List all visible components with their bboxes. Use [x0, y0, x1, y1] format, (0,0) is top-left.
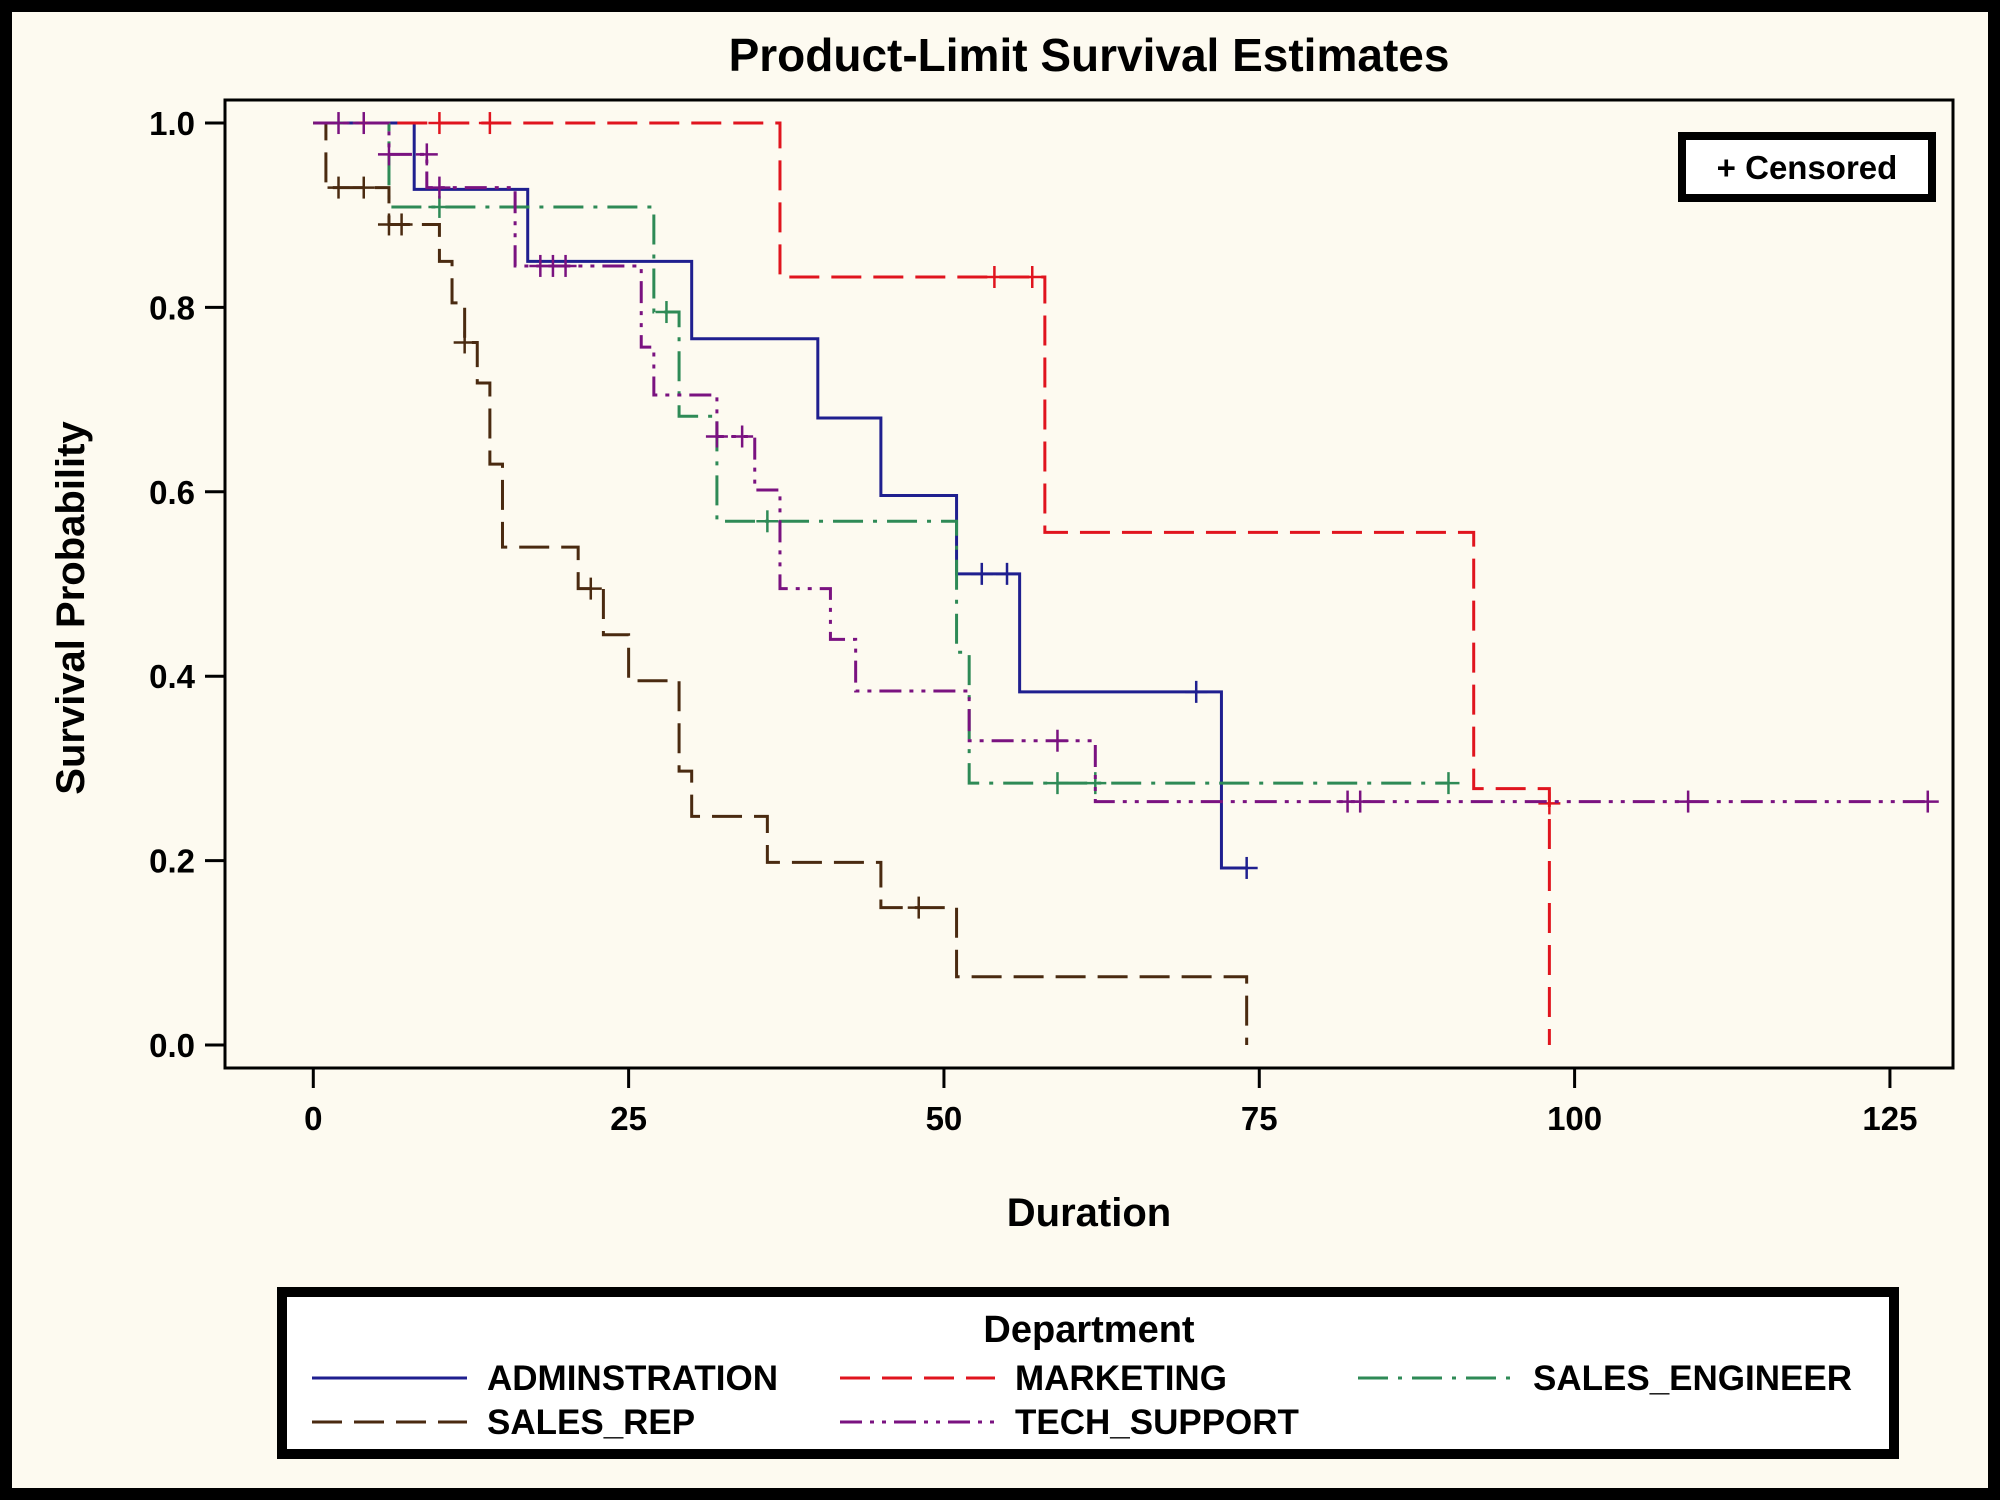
- y-tick-label: 0.8: [149, 289, 195, 326]
- censor-mark-tech-support: [705, 425, 728, 448]
- censor-mark-adminstration: [1235, 856, 1258, 879]
- censor-mark-tech-support: [731, 425, 754, 448]
- censor-mark-sales-rep: [907, 896, 930, 919]
- series-line-tech-support: [313, 121, 1928, 804]
- censor-mark-tech-support: [428, 176, 451, 199]
- y-axis-label: Survival Probability: [49, 421, 93, 795]
- censor-mark-marketing: [478, 112, 501, 135]
- censor-mark-marketing: [428, 112, 451, 135]
- legend-label-sales-rep: SALES_REP: [487, 1403, 695, 1442]
- plot-area: [223, 98, 1955, 1070]
- censor-mark-sales-rep: [579, 577, 602, 600]
- legend-items: ADMINSTRATION MARKETING SALES_ENGINEER SALE…: [312, 1359, 1852, 1442]
- censor-mark-tech-support: [415, 143, 438, 166]
- censor-mark-tech-support: [1677, 790, 1700, 813]
- censor-mark-tech-support: [377, 143, 400, 166]
- censor-mark-sales-rep: [453, 331, 476, 354]
- series-line-sales-rep: [313, 121, 1249, 1045]
- y-tick-label: 0.2: [149, 843, 195, 880]
- legend-label-adminstration: ADMINSTRATION: [487, 1359, 778, 1398]
- y-tick-label: 0.4: [149, 658, 196, 695]
- legend-label-marketing: MARKETING: [1015, 1359, 1227, 1398]
- censor-mark-sales-engineer: [655, 301, 678, 324]
- y-tick-label: 0.0: [149, 1027, 195, 1064]
- censor-mark-marketing: [983, 266, 1006, 289]
- legend-label-sales-engineer: SALES_ENGINEER: [1533, 1359, 1852, 1398]
- y-axis: 0.0 0.2 0.4 0.6 0.8 1.0: [149, 105, 225, 1064]
- legend-box: [277, 1287, 1899, 1459]
- series-layer: [313, 112, 1939, 1045]
- x-tick-label: 75: [1241, 1100, 1278, 1137]
- censored-legend-box: [1678, 132, 1936, 202]
- x-tick-label: 100: [1547, 1100, 1602, 1137]
- x-tick-label: 125: [1862, 1100, 1917, 1137]
- x-tick-label: 25: [610, 1100, 647, 1137]
- censor-mark-adminstration: [996, 562, 1019, 585]
- censor-mark-sales-rep: [390, 213, 413, 236]
- censor-mark-tech-support: [352, 112, 375, 135]
- x-tick-label: 50: [926, 1100, 963, 1137]
- censor-mark-sales-engineer: [1046, 772, 1069, 795]
- censor-mark-sales-rep: [327, 176, 350, 199]
- censor-mark-marketing: [1021, 266, 1044, 289]
- censor-mark-tech-support: [327, 112, 350, 135]
- censored-legend-label: + Censored: [1717, 149, 1898, 186]
- censor-mark-adminstration: [970, 562, 993, 585]
- censor-mark-sales-engineer: [428, 195, 451, 218]
- y-tick-label: 1.0: [149, 105, 195, 142]
- censor-mark-sales-engineer: [756, 510, 779, 533]
- survival-chart: Product-Limit Survival Estimates 0.00.20…: [49, 29, 1955, 1459]
- censor-mark-tech-support: [1349, 790, 1372, 813]
- x-axis-label: Duration: [1007, 1191, 1171, 1235]
- censor-mark-sales-rep: [352, 176, 375, 199]
- chart-title: Product-Limit Survival Estimates: [729, 29, 1450, 81]
- censor-mark-sales-engineer: [1437, 772, 1460, 795]
- series-line-marketing: [313, 121, 1551, 1045]
- x-axis: 0 25 50 75 100 125: [304, 1068, 1917, 1137]
- y-tick-label: 0.6: [149, 474, 195, 511]
- series-line-adminstration: [313, 121, 1247, 870]
- censor-mark-marketing: [1538, 792, 1561, 815]
- censor-mark-tech-support: [1916, 790, 1939, 813]
- censor-mark-adminstration: [1185, 680, 1208, 703]
- legend-label-tech-support: TECH_SUPPORT: [1015, 1403, 1299, 1442]
- censor-mark-tech-support: [554, 254, 577, 277]
- department-legend: Department ADMINSTRATION MARKETING SALES_E…: [277, 1287, 1899, 1459]
- censored-legend: + Censored: [1678, 132, 1936, 202]
- censor-mark-tech-support: [1046, 729, 1069, 752]
- x-tick-label: 0: [304, 1100, 322, 1137]
- legend-title: Department: [983, 1309, 1194, 1351]
